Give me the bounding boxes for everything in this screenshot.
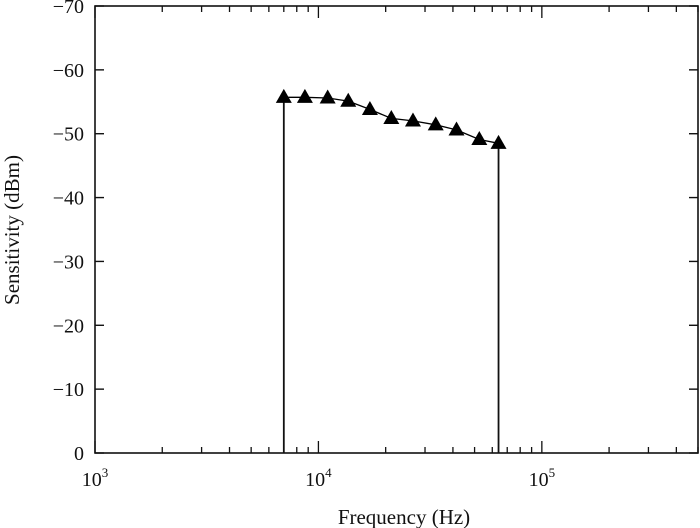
series-markers	[275, 88, 507, 149]
y-axis-ticks	[95, 5, 698, 454]
y-tick-label: −60	[53, 60, 84, 82]
x-tick-label: 105	[529, 465, 556, 491]
y-tick-label: 0	[74, 443, 84, 465]
y-tick-label: −30	[53, 251, 84, 273]
triangle-marker	[383, 109, 400, 124]
x-axis-tick-labels: 103 104 105	[82, 465, 555, 491]
vertical-boundary-lines	[282, 97, 500, 453]
y-axis-label: Sensitivity (dBm)	[0, 155, 24, 305]
triangle-marker	[275, 88, 292, 103]
triangle-marker	[427, 116, 444, 131]
triangle-marker	[471, 131, 488, 146]
triangle-marker	[340, 92, 357, 107]
x-axis-label: Frequency (Hz)	[338, 505, 470, 528]
y-tick-label: −20	[53, 315, 84, 337]
triangle-marker	[319, 89, 336, 104]
triangle-marker	[404, 112, 421, 127]
triangle-marker	[490, 134, 507, 149]
plot-area-frame	[94, 5, 699, 454]
y-tick-label: −50	[53, 124, 84, 146]
x-tick-label: 104	[305, 465, 332, 491]
triangle-marker	[296, 88, 313, 103]
x-axis-ticks	[94, 6, 699, 453]
y-tick-label: −70	[53, 0, 84, 18]
x-tick-label: 103	[82, 465, 109, 491]
y-axis-tick-labels: 0 −10 −20 −30 −40 −50 −60 −70	[53, 0, 84, 465]
triangle-marker	[448, 121, 465, 136]
y-tick-label: −40	[53, 188, 84, 210]
triangle-marker	[361, 101, 378, 116]
y-tick-label: −10	[53, 379, 84, 401]
